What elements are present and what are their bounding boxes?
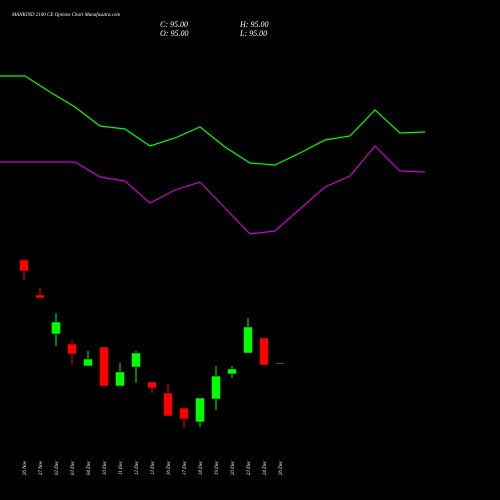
candle-body [163,392,173,417]
candle-body [275,362,285,365]
x-tick-label: 20 Dec [231,460,236,475]
x-tick-label: 16 Dec [167,460,172,475]
candle-body [195,397,205,423]
candle-body [115,371,125,387]
candle-body [179,407,189,420]
candle-body [83,358,93,367]
open-label: O: 95.00 [160,29,188,38]
candle-body [131,352,141,368]
x-tick-label: 13 Dec [151,460,156,475]
indicator-line [0,145,426,235]
candle-body [35,294,45,299]
candle-body [99,346,109,387]
candle-body [259,337,269,366]
low-label: L: 95.00 [239,29,267,38]
close-label: C: 95.00 [160,20,188,29]
candle-body [147,381,157,389]
candle-body [19,259,29,272]
x-tick-label: 02 Dec [55,460,60,475]
x-tick-label: 17 Dec [183,460,188,475]
candle-body [227,368,237,375]
candle-body [67,343,77,355]
candle-body [51,321,61,335]
x-tick-label: 19 Dec [215,460,220,475]
indicator-line [0,75,426,166]
x-tick-label: 10 Dec [103,460,108,475]
x-tick-label: 27 Nov [39,460,44,475]
high-label: H: 95.00 [239,20,268,29]
x-tick-label: 03 Dec [71,460,76,475]
x-tick-label: 18 Dec [199,460,204,475]
x-tick-label: 26 Dec [279,460,284,475]
chart-title: MANKIND 2100 CE Options Chart Munafasutr… [11,13,120,18]
candle-body [243,326,253,354]
x-tick-label: 23 Dec [247,460,252,475]
candle-body [211,375,221,400]
x-tick-label: 04 Dec [87,460,92,475]
x-tick-label: 12 Dec [135,460,140,475]
x-tick-label: 26 Nov [23,460,28,475]
x-tick-label: 24 Dec [263,460,268,475]
x-tick-label: 11 Dec [119,460,124,475]
